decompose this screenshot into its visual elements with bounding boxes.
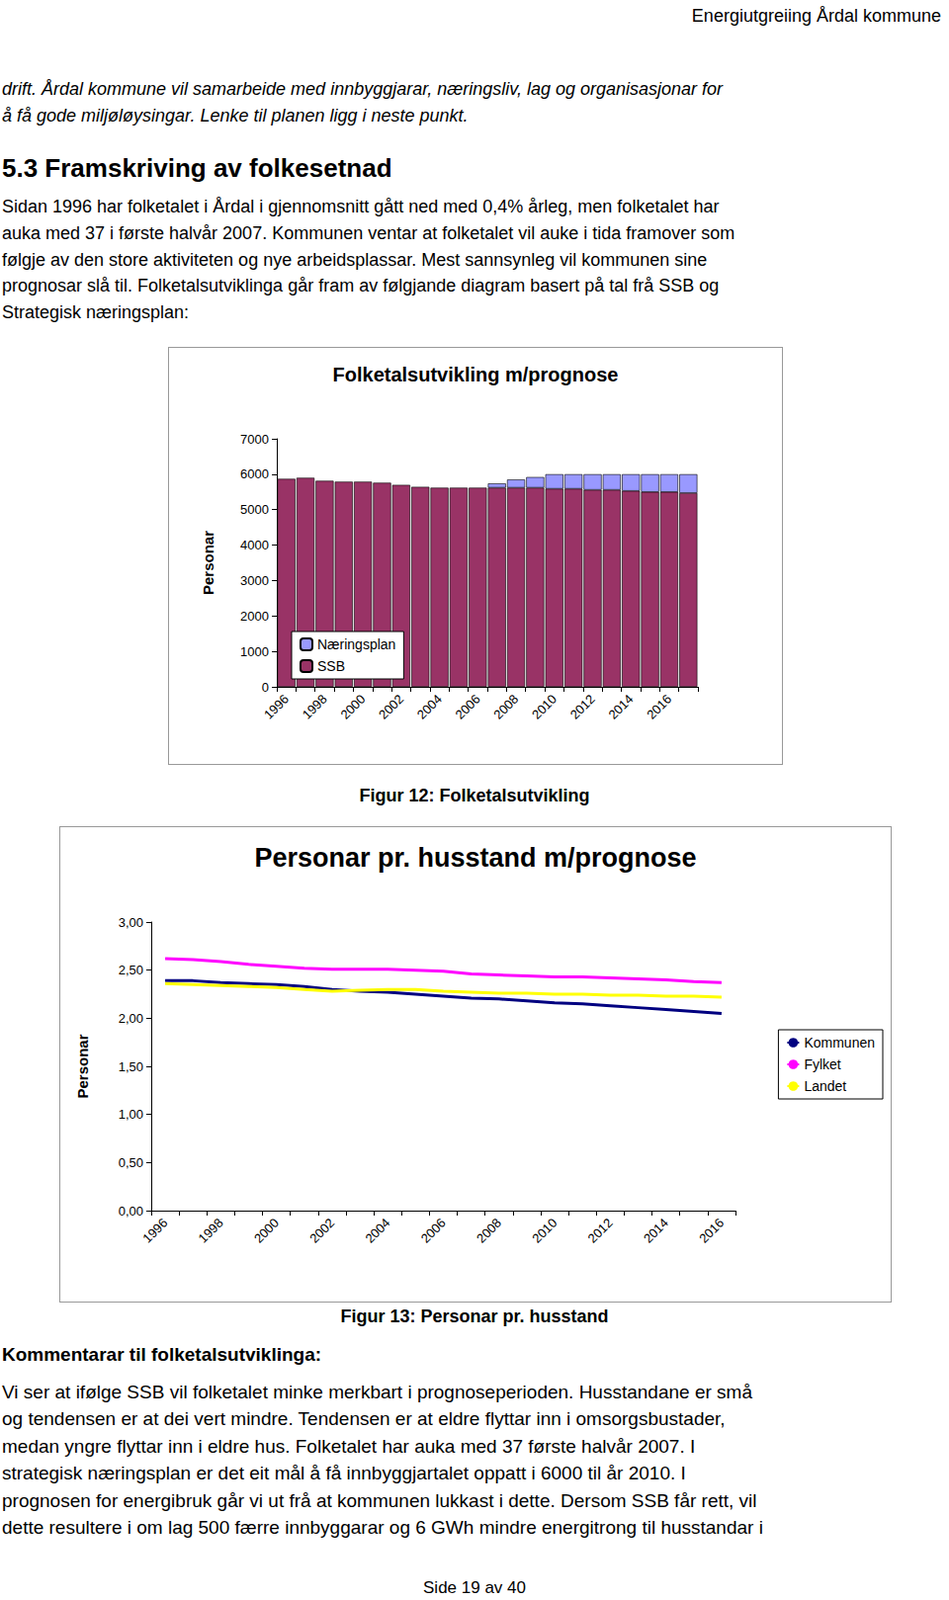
html-text:dette resultere i om lag 500 f: dette resultere i om lag 500 færre innby… xyxy=(1,1517,764,1539)
svg-text:2014: 2014 xyxy=(640,1215,672,1247)
html-text:og tendensen er at dei vert mi: og tendensen er at dei vert mindre. Tend… xyxy=(1,1409,726,1430)
svg-text:2012: 2012 xyxy=(567,691,599,723)
svg-text:Landet: Landet xyxy=(803,1078,847,1095)
svg-text:4000: 4000 xyxy=(240,537,269,553)
svg-text:0: 0 xyxy=(261,680,269,695)
svg-text:0,00: 0,00 xyxy=(118,1204,144,1219)
svg-text:Kommunen: Kommunen xyxy=(803,1035,875,1051)
html-text:5.3 Framskriving av folkesetna: 5.3 Framskriving av folkesetnad xyxy=(1,153,392,183)
svg-text:2008: 2008 xyxy=(473,1215,505,1247)
svg-text:1,50: 1,50 xyxy=(118,1059,144,1075)
svg-text:Folketalsutvikling m/prognose: Folketalsutvikling m/prognose xyxy=(333,363,619,386)
html-text:drift. Årdal kommune vil samar: drift. Årdal kommune vil samarbeide med … xyxy=(1,79,723,99)
html-text:Energiutgreiing Årdal kommune: Energiutgreiing Årdal kommune xyxy=(691,5,942,26)
svg-text:2010: 2010 xyxy=(528,1215,560,1247)
svg-text:6000: 6000 xyxy=(240,466,269,482)
svg-text:2006: 2006 xyxy=(418,1215,449,1247)
html-text:å få gode miljøløysingar. Lenk: å få gode miljøløysingar. Lenke til plan… xyxy=(1,105,469,126)
svg-text:2000: 2000 xyxy=(240,608,269,624)
svg-text:7000: 7000 xyxy=(240,431,269,447)
svg-text:2004: 2004 xyxy=(361,1215,393,1247)
svg-text:2004: 2004 xyxy=(414,691,445,723)
svg-text:2,00: 2,00 xyxy=(118,1011,144,1027)
svg-text:2002: 2002 xyxy=(306,1215,338,1247)
svg-text:2014: 2014 xyxy=(604,691,636,723)
html-text:prognosar slå til. Folketalsut: prognosar slå til. Folketalsutviklinga g… xyxy=(1,276,720,296)
svg-text:Næringsplan: Næringsplan xyxy=(317,636,396,653)
svg-text:Personar: Personar xyxy=(199,530,217,596)
svg-text:2,50: 2,50 xyxy=(118,962,144,978)
svg-text:1998: 1998 xyxy=(299,691,331,723)
svg-text:Personar: Personar xyxy=(74,1034,91,1099)
html-text:Strategisk næringsplan:: Strategisk næringsplan: xyxy=(1,302,189,323)
svg-text:1000: 1000 xyxy=(240,644,269,660)
html-text:medan yngre flyttar inn i eldr: medan yngre flyttar inn i eldre hus. Fol… xyxy=(1,1436,696,1457)
svg-text:1996: 1996 xyxy=(139,1215,171,1247)
svg-text:0,50: 0,50 xyxy=(118,1155,144,1171)
svg-text:1996: 1996 xyxy=(260,691,292,723)
svg-text:2012: 2012 xyxy=(585,1215,616,1247)
html-text:Figur 12: Folketalsutvikling: Figur 12: Folketalsutvikling xyxy=(359,785,590,806)
html-text:Sidan 1996 har folketalet i År: Sidan 1996 har folketalet i Årdal i gjen… xyxy=(1,196,720,217)
svg-text:2008: 2008 xyxy=(490,691,521,723)
svg-text:2000: 2000 xyxy=(337,691,368,723)
html-text:Side 19 av 40: Side 19 av 40 xyxy=(423,1578,526,1598)
html-text:auka med 37 i første halvår 20: auka med 37 i første halvår 2007. Kommun… xyxy=(1,223,735,243)
svg-text:1998: 1998 xyxy=(195,1215,227,1247)
svg-text:3000: 3000 xyxy=(240,573,269,589)
html-text:Kommentarar til folketalsutvik: Kommentarar til folketalsutviklinga: xyxy=(1,1344,322,1366)
svg-text:1,00: 1,00 xyxy=(118,1107,144,1122)
svg-text:2016: 2016 xyxy=(643,691,675,723)
svg-text:2006: 2006 xyxy=(452,691,484,723)
html-text:følgje av den store aktivitete: følgje av den store aktiviteten og nye a… xyxy=(1,249,708,270)
svg-text:2002: 2002 xyxy=(375,691,407,723)
svg-text:Fylket: Fylket xyxy=(803,1056,841,1073)
html-text:prognosen for energibruk går v: prognosen for energibruk går vi ut frå a… xyxy=(1,1490,757,1512)
svg-text:2000: 2000 xyxy=(251,1215,282,1247)
svg-text:2010: 2010 xyxy=(528,691,560,723)
svg-text:Personar pr. husstand m/progno: Personar pr. husstand m/prognose xyxy=(254,843,696,873)
svg-text:3,00: 3,00 xyxy=(118,915,144,931)
html-text:Figur 13: Personar pr. husstan: Figur 13: Personar pr. husstand xyxy=(340,1306,609,1327)
svg-text:5000: 5000 xyxy=(240,502,269,518)
svg-text:SSB: SSB xyxy=(317,658,346,675)
svg-text:2016: 2016 xyxy=(695,1215,727,1247)
html-text:strategisk næringsplan er det: strategisk næringsplan er det eit mål å … xyxy=(1,1463,686,1484)
html-text:Vi ser at ifølge SSB vil folke: Vi ser at ifølge SSB vil folketalet mink… xyxy=(1,1381,753,1403)
